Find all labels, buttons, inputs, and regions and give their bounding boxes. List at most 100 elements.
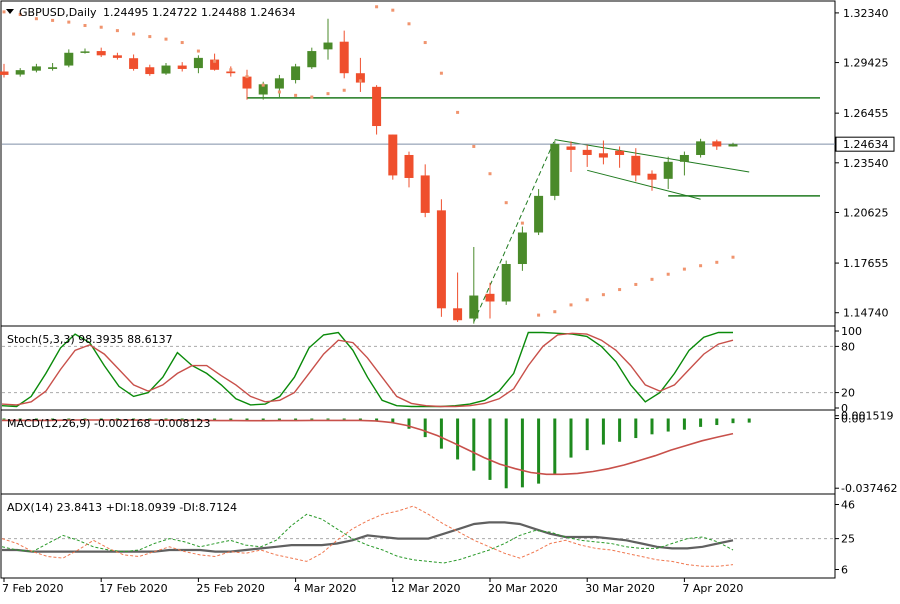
stoch-pane-layer: [1, 331, 835, 408]
macd-histogram-bar: [699, 418, 703, 427]
macd-histogram-bar: [391, 418, 395, 424]
sar-dot: [213, 59, 217, 63]
macd-histogram-bar: [164, 418, 168, 420]
sar-dot: [569, 303, 573, 307]
sar-dot: [132, 32, 136, 36]
candle-body: [355, 73, 365, 83]
macd-histogram-bar: [569, 418, 573, 458]
macd-histogram-bar: [310, 418, 314, 420]
sar-dot: [34, 17, 38, 21]
candle-body: [566, 146, 576, 150]
macd-pane-title: MACD(12,26,9) -0.002168 -0.008123: [7, 417, 210, 430]
current-price-box: [835, 136, 895, 152]
macd-histogram-bar: [2, 418, 6, 420]
price-axis-label: 1.26455: [843, 107, 889, 120]
macd-histogram-bar: [537, 418, 541, 484]
adx-line: [2, 521, 734, 553]
sar-dot: [553, 310, 557, 314]
sar-dot: [731, 255, 735, 259]
macd-histogram-bar: [83, 418, 87, 420]
macd-histogram-bar: [342, 418, 346, 420]
candle-body: [550, 143, 560, 196]
candle-body: [323, 42, 333, 50]
candle-body: [679, 154, 689, 162]
candle-body: [96, 51, 106, 56]
sar-dot: [148, 35, 152, 39]
candle-body: [48, 67, 58, 69]
time-axis-label: 12 Mar 2020: [391, 582, 461, 595]
candle-body: [145, 67, 155, 75]
candle-body: [112, 55, 122, 58]
candle-body: [291, 66, 301, 81]
sar-dot: [196, 49, 200, 53]
candle-body: [210, 59, 220, 70]
sar-dot: [601, 293, 605, 297]
sar-dot: [682, 267, 686, 271]
macd-histogram-bar: [375, 418, 379, 421]
candle-body: [485, 293, 495, 302]
macd-histogram-bar: [277, 418, 281, 421]
candle-body: [728, 144, 738, 147]
trend-line: [587, 169, 701, 200]
sar-dot: [277, 90, 281, 94]
candle-body: [193, 57, 203, 69]
sar-dot: [115, 29, 119, 33]
sar-dot: [488, 172, 492, 176]
macd-histogram-bar: [747, 418, 751, 423]
sar-dot: [180, 41, 184, 45]
macd-histogram-bar: [715, 418, 719, 426]
time-axis-label: 25 Feb 2020: [196, 582, 264, 595]
candle-body: [31, 66, 41, 71]
candle-body: [339, 41, 349, 74]
macd-histogram-bar: [245, 418, 249, 421]
price-pane-layer: [0, 5, 738, 324]
adx-axis-label: 6: [841, 564, 848, 577]
candle-body: [258, 84, 268, 95]
macd-pane-layer: [2, 418, 751, 489]
candle-body: [226, 71, 236, 74]
macd-histogram-bar: [504, 418, 508, 489]
sar-dot: [245, 75, 249, 79]
price-pane-frame: [0, 0, 836, 327]
adx-pane-title: ADX(14) 23.8413 +DI:18.0939 -DI:8.7124: [7, 501, 237, 514]
macd-histogram-bar: [358, 418, 362, 420]
sar-dot: [18, 12, 22, 16]
price-axis-label: 1.29425: [843, 57, 889, 70]
candle-body: [388, 134, 398, 176]
time-axis-label: 30 Mar 2020: [585, 582, 655, 595]
plus-di-line: [1, 513, 734, 564]
macd-histogram-bar: [180, 418, 184, 420]
candle-body: [469, 295, 479, 319]
macd-histogram-bar: [294, 418, 298, 420]
candle-body: [534, 195, 544, 233]
macd-histogram-bar: [682, 418, 686, 430]
sar-dot: [537, 313, 541, 317]
sar-dot: [439, 71, 443, 75]
candle-body: [307, 51, 317, 68]
macd-histogram-bar: [196, 418, 200, 420]
time-axis-label: 7 Apr 2020: [682, 582, 743, 595]
adx-pane-frame: [0, 493, 836, 579]
sar-dot: [229, 68, 233, 72]
stoch-axis-label: 20: [841, 387, 855, 400]
macd-axis-label: -0.037462: [841, 482, 897, 495]
macd-histogram-bar: [407, 418, 411, 429]
sar-dot: [51, 18, 55, 22]
axes-layer: 1.32340 1.29425 1.26455 1.23540 1.20625 1.176…: [2, 7, 897, 595]
macd-histogram-bar: [18, 418, 22, 420]
symbol-dropdown-icon[interactable]: [6, 9, 14, 14]
adx-axis-label: 25: [841, 533, 855, 546]
stoch-signal-line: [1, 332, 734, 408]
sar-dot: [666, 272, 670, 276]
sar-dot: [99, 25, 103, 29]
macd-histogram-bar: [456, 418, 460, 460]
candle-body: [274, 78, 284, 89]
sar-dot: [375, 5, 379, 9]
price-axis-label: 1.14740: [843, 307, 889, 320]
candle-body: [177, 65, 187, 69]
stoch-axis-label: 0: [841, 402, 848, 415]
macd-histogram-bar: [472, 418, 476, 471]
sar-dot: [164, 37, 168, 41]
candle-body: [161, 65, 171, 74]
